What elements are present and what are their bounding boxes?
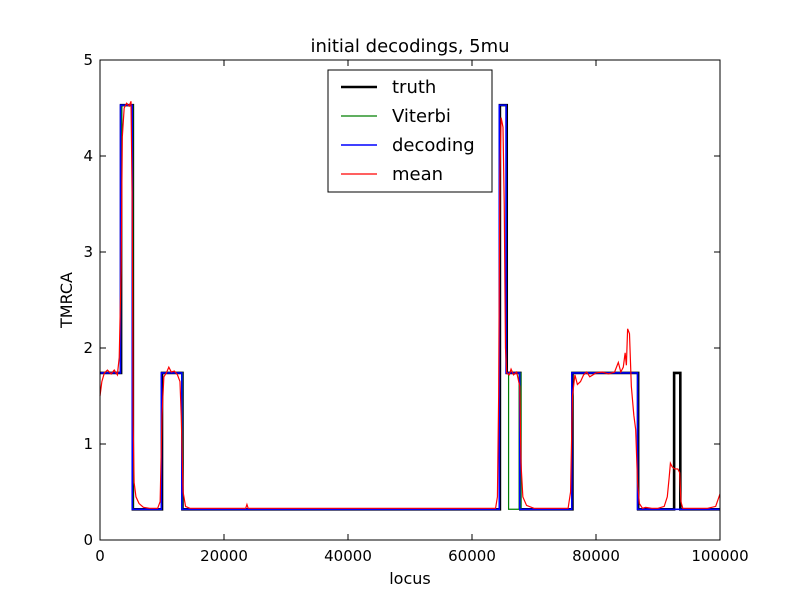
y-tick-label: 4 bbox=[83, 147, 93, 165]
legend-label-mean: mean bbox=[392, 164, 443, 185]
x-tick-label: 0 bbox=[95, 547, 105, 565]
legend: truth Viterbi decoding mean bbox=[327, 69, 493, 193]
x-axis-title: locus bbox=[389, 569, 431, 588]
y-tick-label: 0 bbox=[83, 531, 93, 549]
x-tick-label: 100000 bbox=[691, 547, 748, 565]
y-tick-label: 3 bbox=[83, 243, 93, 261]
legend-label-decoding: decoding bbox=[392, 135, 475, 156]
legend-box bbox=[327, 69, 493, 193]
chart-title: initial decodings, 5mu bbox=[310, 36, 509, 57]
x-tick-label: 80000 bbox=[572, 547, 620, 565]
plot-frame bbox=[99, 59, 721, 541]
x-tick-label: 40000 bbox=[324, 547, 372, 565]
x-tick-label: 20000 bbox=[200, 547, 248, 565]
y-axis-title: TMRCA bbox=[57, 272, 76, 329]
tick-layer: 0 20000 40000 60000 80000 100000 0 1 2 3 4 5 bbox=[83, 51, 748, 565]
y-tick-label: 1 bbox=[83, 435, 93, 453]
y-tick-label: 5 bbox=[83, 51, 93, 69]
legend-label-viterbi: Viterbi bbox=[392, 106, 451, 127]
series-layer bbox=[99, 101, 721, 511]
x-tick-label: 60000 bbox=[448, 547, 496, 565]
series-line-mean bbox=[99, 101, 721, 510]
y-tick-label: 2 bbox=[83, 339, 93, 357]
legend-label-truth: truth bbox=[392, 77, 436, 98]
